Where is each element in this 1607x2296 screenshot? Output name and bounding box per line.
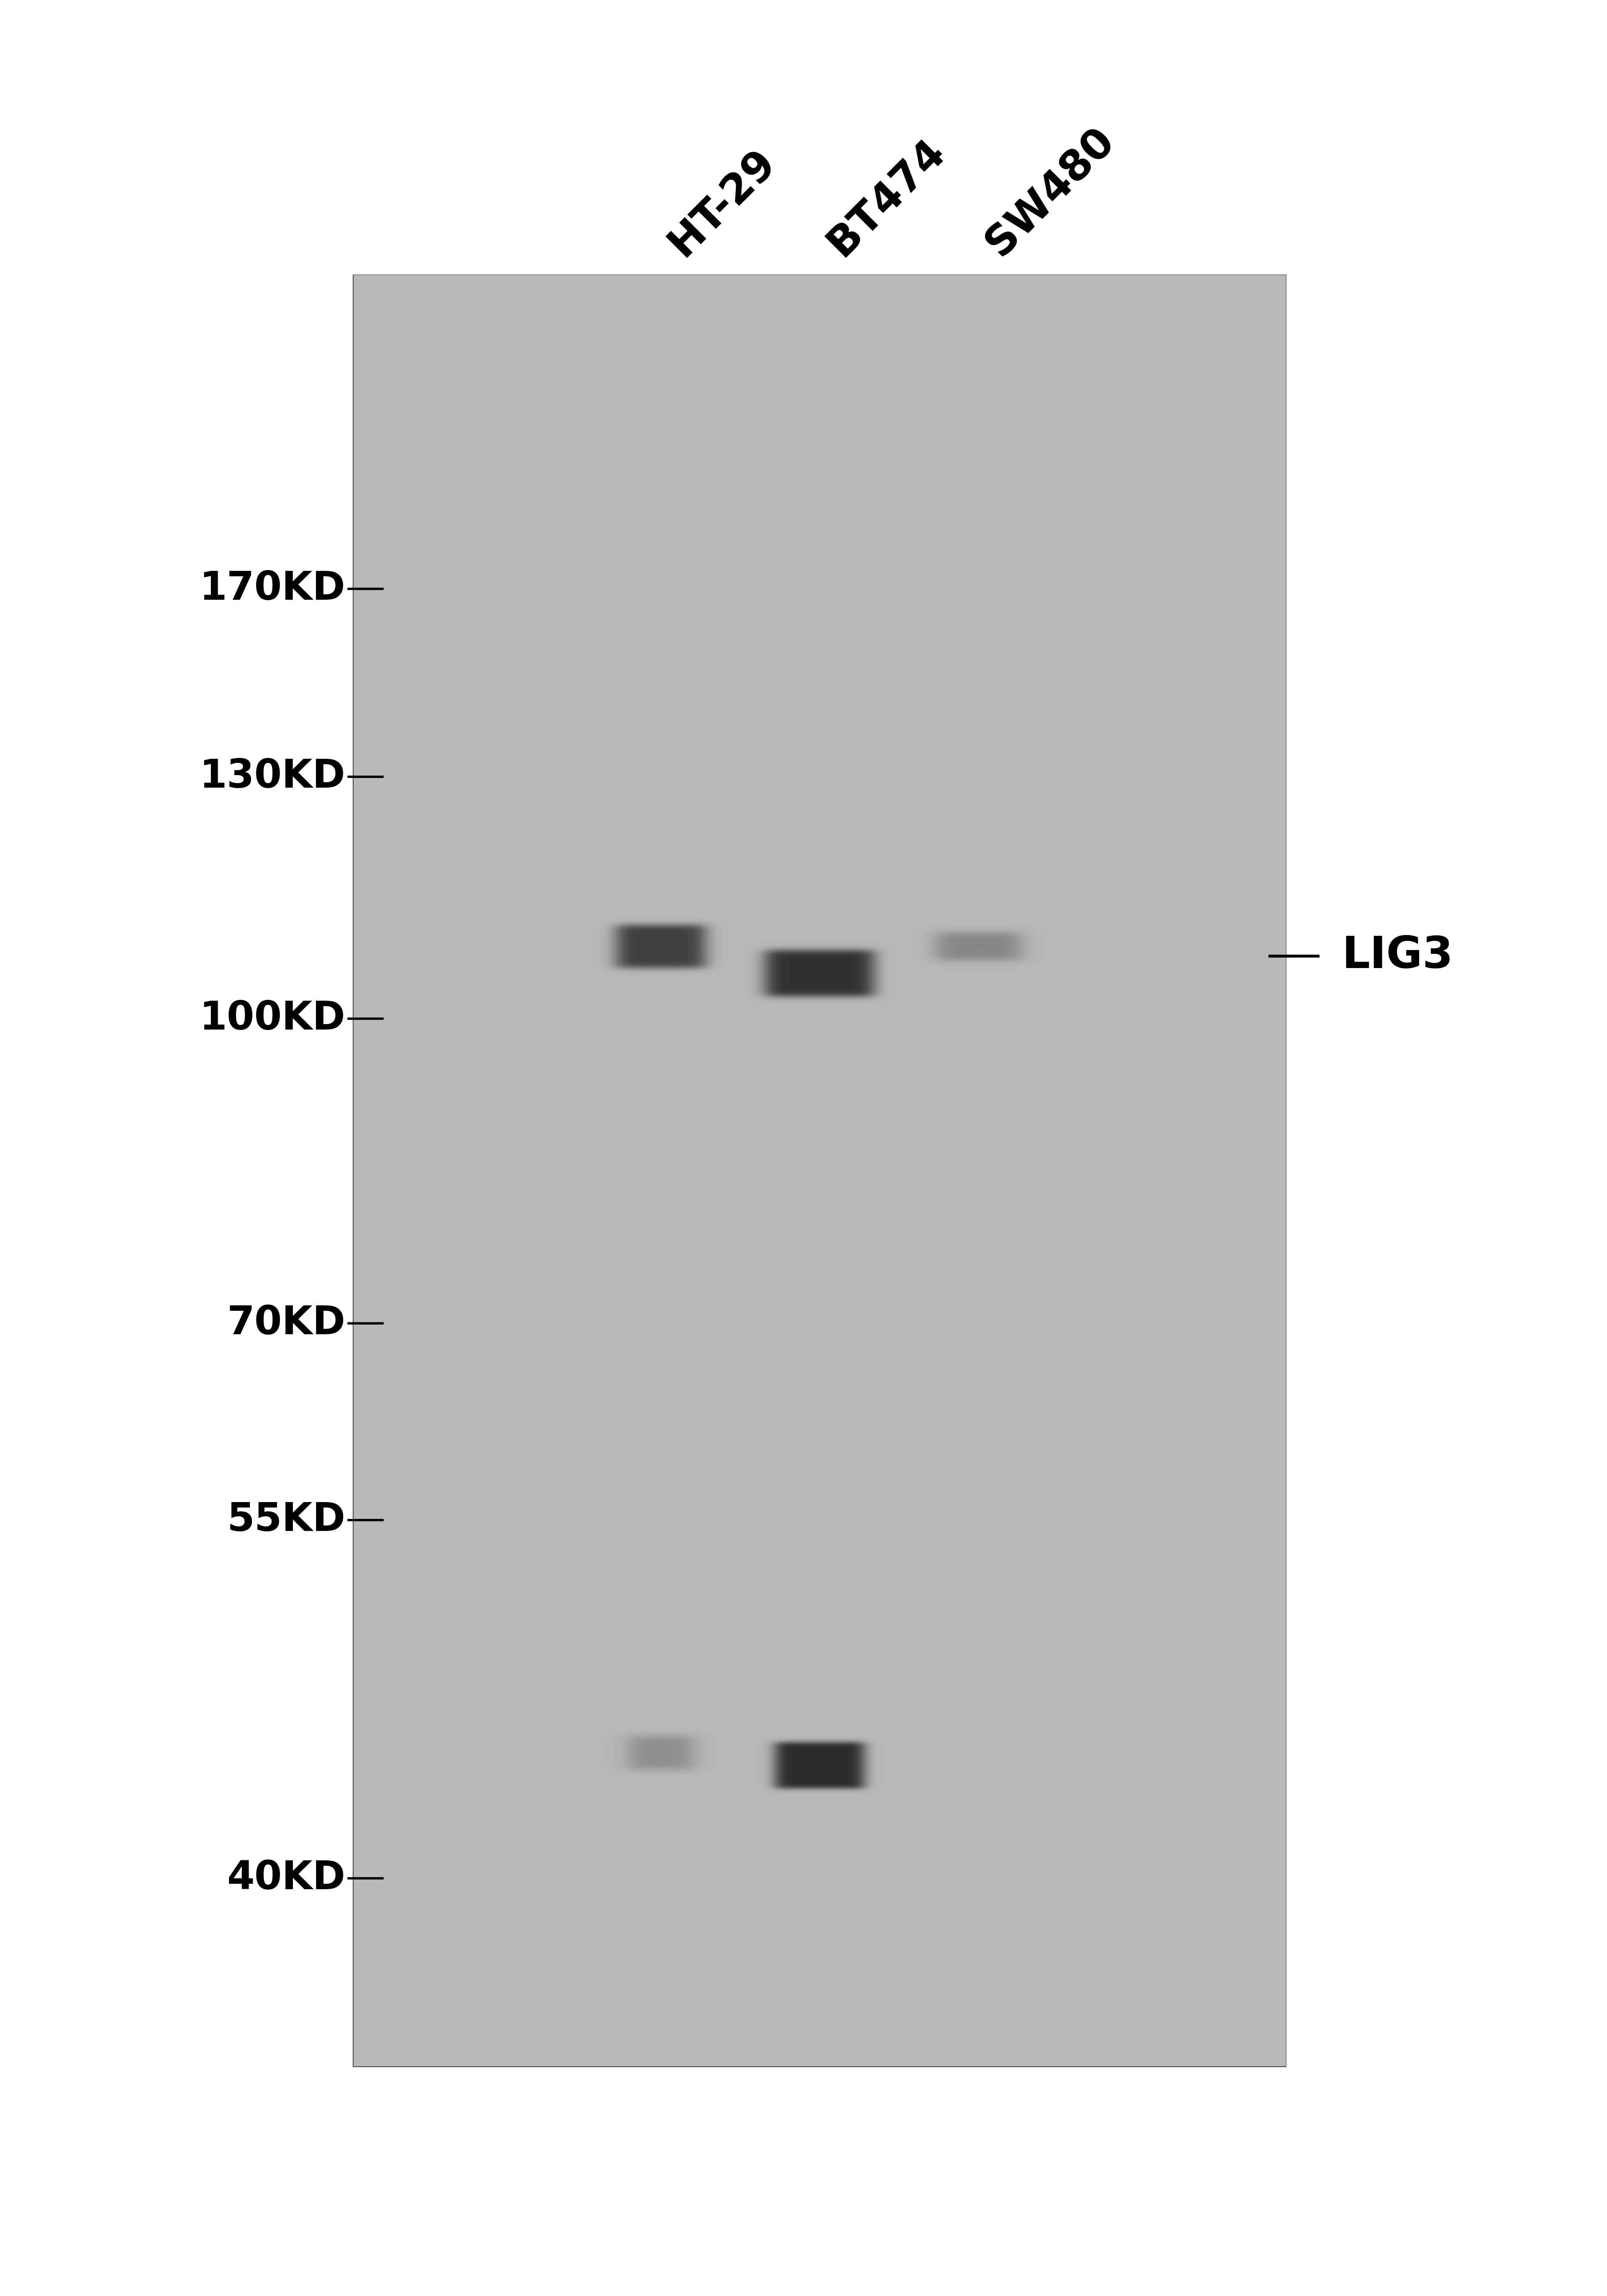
FancyBboxPatch shape bbox=[354, 276, 1286, 2066]
Text: LIG3: LIG3 bbox=[1342, 934, 1453, 978]
Text: 55KD: 55KD bbox=[227, 1502, 346, 1538]
Text: BT474: BT474 bbox=[820, 131, 953, 264]
Text: 100KD: 100KD bbox=[199, 999, 346, 1038]
Text: 70KD: 70KD bbox=[227, 1304, 346, 1343]
Text: 130KD: 130KD bbox=[199, 758, 346, 797]
Text: SW480: SW480 bbox=[979, 119, 1122, 264]
Text: 170KD: 170KD bbox=[199, 569, 346, 608]
Text: 40KD: 40KD bbox=[227, 1860, 346, 1896]
Text: HT-29: HT-29 bbox=[660, 142, 784, 264]
